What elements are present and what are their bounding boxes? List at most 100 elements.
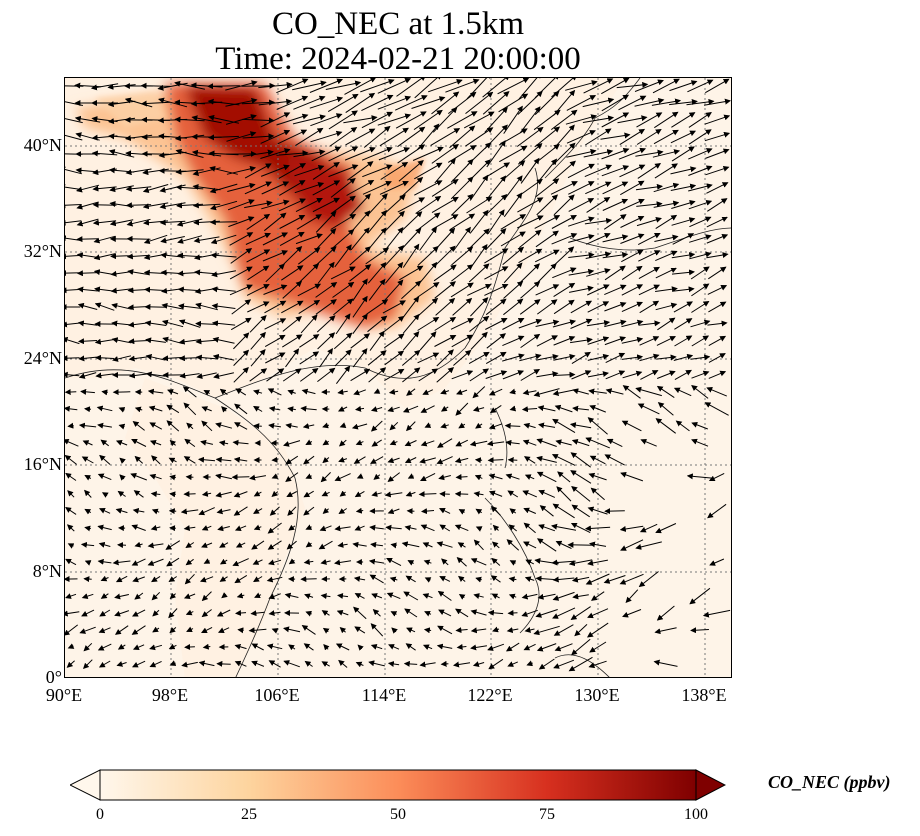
wind-arrow [296, 214, 322, 230]
wind-arrow [287, 389, 296, 396]
wind-arrow [636, 112, 663, 128]
wind-arrow [635, 386, 662, 397]
wind-arrow [619, 525, 644, 532]
wind-arrow [174, 80, 206, 90]
wind-arrow [469, 209, 489, 234]
wind-arrow [65, 371, 80, 378]
wind-arrow [604, 336, 627, 346]
wind-arrow [360, 78, 395, 93]
wind-arrow [112, 559, 131, 566]
wind-arrow [538, 489, 555, 498]
wind-arrow [318, 540, 333, 550]
wind-arrow [264, 300, 287, 314]
wind-arrow [198, 507, 215, 516]
wind-arrow [507, 490, 519, 498]
wind-arrow [150, 524, 161, 531]
wind-arrow [213, 372, 235, 380]
wind-arrow [191, 115, 222, 124]
wind-arrow [537, 263, 557, 283]
wind-arrow [84, 475, 92, 481]
wind-arrow [587, 301, 610, 313]
wind-arrow [183, 402, 197, 416]
lat-label-8n: 8°N [32, 561, 62, 581]
wind-arrow [332, 281, 355, 298]
wind-arrow [404, 457, 417, 464]
wind-arrow [503, 298, 524, 316]
wind-arrow [262, 232, 288, 246]
wind-arrow [388, 388, 399, 395]
wind-arrow [453, 349, 472, 366]
wind-arrow [208, 134, 239, 141]
wind-arrow [606, 438, 623, 448]
wind-arrow [653, 182, 680, 193]
wind-arrow [361, 94, 394, 112]
wind-arrow [95, 372, 114, 379]
wind-arrow [334, 244, 352, 268]
wind-arrow [268, 422, 281, 429]
wind-arrow [617, 115, 648, 124]
wind-arrow [244, 181, 273, 195]
wind-arrow [654, 234, 679, 242]
wind-arrow [657, 317, 676, 331]
wind-arrow [523, 522, 536, 534]
wind-arrow [492, 524, 500, 532]
wind-arrow [517, 197, 544, 213]
wind-arrow [436, 367, 455, 383]
wind-arrow [294, 182, 325, 194]
wind-arrow [704, 131, 731, 142]
wind-arrow [455, 402, 469, 416]
map-plot-area[interactable] [64, 77, 732, 678]
wind-arrow [317, 261, 335, 284]
wind-arrow [128, 355, 149, 362]
wind-arrow [438, 508, 451, 514]
wind-arrow [117, 490, 126, 497]
map-title: CO_NEC at 1.5km [271, 6, 525, 42]
wind-arrow [100, 439, 110, 447]
wind-arrow [523, 422, 536, 429]
wind-arrow [277, 129, 308, 145]
wind-arrow [328, 164, 359, 178]
wind-arrow [706, 216, 729, 228]
wind-arrow [268, 559, 282, 566]
wind-arrow [252, 559, 263, 565]
wind-arrow [65, 558, 77, 566]
wind-arrow [634, 79, 664, 92]
colorbar-gradient [99, 769, 697, 801]
wind-arrow [488, 490, 503, 497]
wind-arrow [552, 418, 576, 434]
wind-arrow [686, 473, 713, 480]
wind-arrow [267, 388, 282, 396]
wind-arrow [99, 454, 111, 465]
wind-arrow [485, 298, 507, 316]
wind-arrow [268, 405, 281, 412]
wind-arrow [97, 473, 112, 481]
wind-arrow [203, 390, 211, 396]
wind-arrow [690, 266, 710, 280]
wind-arrow [299, 263, 320, 283]
wind-arrow [553, 371, 576, 378]
wind-arrow [288, 558, 296, 565]
wind-arrow [241, 82, 276, 89]
wind-arrow [368, 278, 386, 301]
wind-arrow [554, 246, 575, 266]
wind-arrow [585, 573, 610, 585]
wind-arrow [585, 437, 610, 449]
wind-arrow [439, 576, 451, 582]
wind-arrow [353, 456, 366, 464]
wind-arrow [193, 236, 220, 244]
wind-arrow [384, 368, 405, 382]
wind-arrow [309, 78, 344, 93]
wind-arrow [84, 560, 92, 566]
wind-arrow [420, 405, 435, 413]
wind-arrow [586, 284, 610, 296]
wind-arrow [397, 126, 426, 148]
wind-arrow [707, 198, 728, 212]
wind-arrow [520, 333, 541, 349]
wind-arrow [249, 474, 266, 481]
wind-arrow [708, 301, 727, 313]
wind-arrow [441, 558, 449, 566]
wind-arrow [149, 422, 163, 430]
wind-arrow [398, 160, 424, 182]
wind-arrow [588, 472, 607, 481]
wind-arrow [533, 388, 560, 397]
